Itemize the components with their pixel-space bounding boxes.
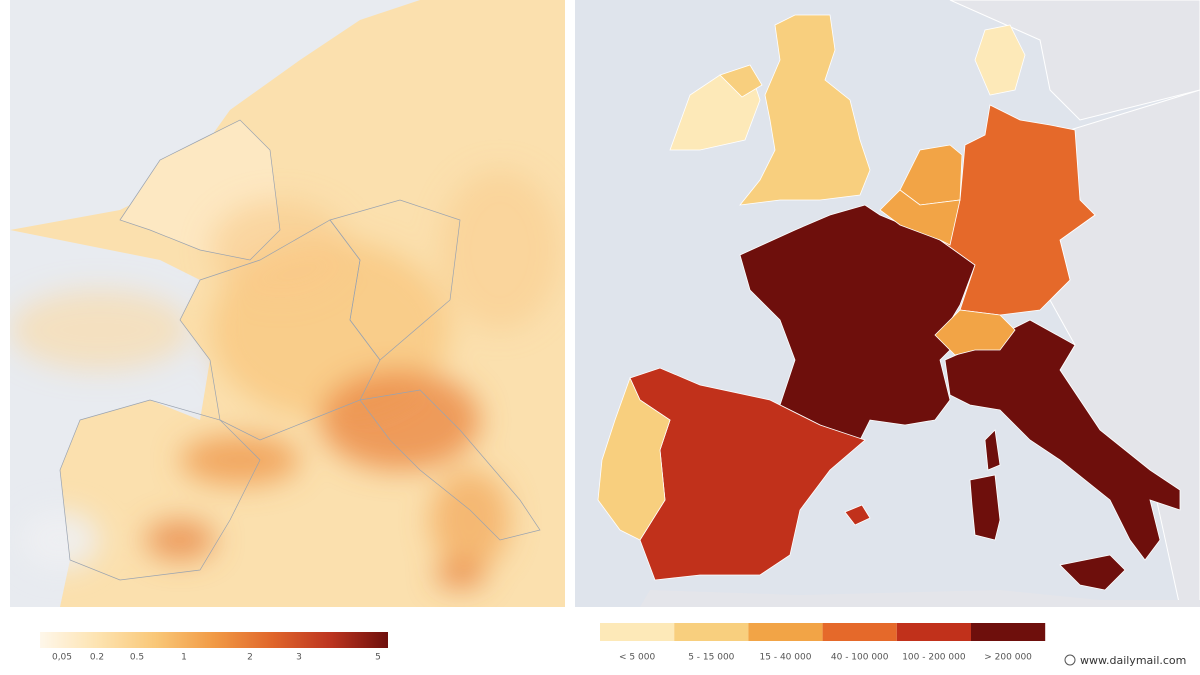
- legend-swatch: [822, 623, 897, 641]
- border: [329, 199, 461, 361]
- legend-swatch: [896, 623, 971, 641]
- country-italy: [944, 319, 1181, 561]
- legend-label: < 5 000: [619, 653, 655, 663]
- land: [640, 590, 1200, 607]
- country-balearic: [844, 504, 871, 526]
- legend-label: 100 - 200 000: [902, 653, 966, 663]
- legend-swatch: [674, 623, 749, 641]
- legend-label: 5 - 15 000: [688, 653, 734, 663]
- legend-swatch: [748, 623, 823, 641]
- country-belgium: [879, 189, 961, 246]
- left-map: [10, 0, 565, 607]
- right-map: [575, 0, 1200, 608]
- gradient-legend: [40, 632, 388, 648]
- border: [59, 399, 261, 581]
- country-sicily: [1059, 554, 1126, 591]
- country-uk: [739, 14, 871, 206]
- concentration: [10, 170, 560, 587]
- country-portugal: [597, 376, 671, 541]
- country-france: [739, 204, 976, 441]
- legend-swatch: [600, 623, 675, 641]
- gradient-tick-label: 2: [247, 653, 253, 663]
- class-legend: < 5 000 5 - 15 000 15 - 40 000 40 - 100 000…: [600, 623, 1046, 663]
- border: [119, 119, 281, 261]
- gradient-tick-label: 0,05: [52, 653, 72, 663]
- gradient-tick-label: 3: [296, 653, 302, 663]
- credit: www.dailymail.com: [1080, 654, 1186, 667]
- legend-swatch: [971, 623, 1046, 641]
- gradient-tick-label: 0.5: [130, 653, 144, 663]
- country-denmark: [974, 24, 1026, 96]
- legend-label: 40 - 100 000: [831, 653, 889, 663]
- legend-label: 15 - 40 000: [760, 653, 812, 663]
- border: [359, 389, 541, 541]
- country-northern-ireland: [719, 64, 763, 98]
- gradient-tick-label: 5: [375, 653, 381, 663]
- legend-label: > 200 000: [984, 653, 1032, 663]
- gradient-tick-label: 1: [181, 653, 187, 663]
- land: [949, 0, 1200, 121]
- gradient-legend-ticks: 0,05 0.2 0.5 1 2 3 5: [52, 653, 381, 663]
- gradient-tick-label: 0.2: [90, 653, 104, 663]
- country-corsica: [984, 429, 1001, 471]
- country-switzerland: [934, 309, 1016, 356]
- country-sardinia: [969, 474, 1001, 541]
- copyright-icon: [1064, 654, 1076, 666]
